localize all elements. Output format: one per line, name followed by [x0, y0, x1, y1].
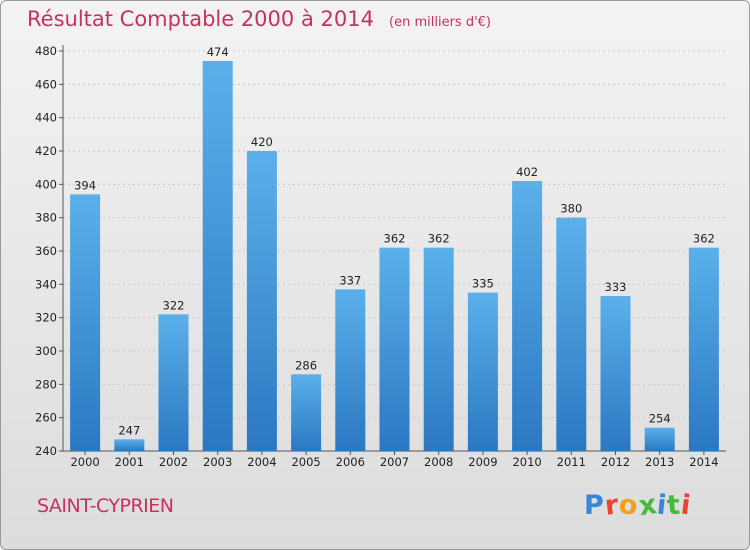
data-label: 337: [339, 273, 361, 287]
data-label: 362: [428, 232, 450, 246]
bar-layer: [70, 61, 719, 452]
bar: [114, 439, 145, 451]
y-tick-label: 320: [35, 311, 57, 325]
bar: [467, 292, 498, 451]
brand-logo: Proxiti: [584, 489, 694, 522]
data-label: 322: [163, 298, 185, 312]
data-label: 247: [118, 423, 140, 437]
x-tick-label: 2011: [557, 455, 586, 469]
y-tick-label: 460: [35, 77, 57, 91]
bar: [600, 296, 631, 451]
y-tick-label: 400: [35, 177, 57, 191]
brand-letter: P: [584, 490, 605, 521]
data-label: 394: [74, 178, 96, 192]
x-tick-label: 2007: [380, 455, 409, 469]
title-line: Résultat Comptable 2000 à 2014 (en milli…: [27, 7, 491, 31]
y-tick-label: 280: [35, 377, 57, 391]
y-tick-label: 380: [35, 211, 57, 225]
x-tick-label: 2000: [70, 455, 99, 469]
brand-letter: i: [679, 489, 694, 522]
x-tick-label: 2008: [424, 455, 453, 469]
x-tick-label: 2002: [159, 455, 188, 469]
bar: [70, 194, 101, 452]
chart-subtitle: (en milliers d'€): [389, 15, 491, 30]
y-tick-label: 300: [35, 344, 57, 358]
x-tick-label: 2004: [247, 455, 276, 469]
bar: [291, 374, 322, 451]
data-label: 333: [605, 280, 627, 294]
y-tick-label: 360: [35, 244, 57, 258]
bar: [335, 289, 366, 451]
bar: [379, 247, 410, 451]
data-label: 402: [516, 165, 538, 179]
x-tick-label: 2010: [512, 455, 541, 469]
x-tick-label: 2005: [291, 455, 320, 469]
x-tick-label: 2003: [203, 455, 232, 469]
y-tick-label: 260: [35, 411, 57, 425]
bar: [158, 314, 189, 451]
y-tick-label: 340: [35, 277, 57, 291]
x-tick-label: 2013: [645, 455, 674, 469]
bar: [556, 217, 587, 451]
data-label: 335: [472, 277, 494, 291]
data-label: 474: [207, 45, 229, 59]
bar: [202, 61, 233, 451]
chart-title: Résultat Comptable 2000 à 2014: [27, 7, 374, 31]
bar: [423, 247, 454, 451]
x-tick-label: 2012: [601, 455, 630, 469]
y-tick-label: 420: [35, 144, 57, 158]
data-label: 254: [649, 412, 671, 426]
x-tick-label: 2009: [468, 455, 497, 469]
bar: [512, 181, 543, 451]
commune-name: SAINT-CYPRIEN: [37, 495, 174, 517]
x-tick-label: 2014: [689, 455, 718, 469]
y-tick-label: 440: [35, 111, 57, 125]
data-label: 362: [384, 232, 406, 246]
bar: [688, 247, 719, 451]
x-tick-label: 2006: [336, 455, 365, 469]
y-tick-label: 480: [35, 44, 57, 58]
data-label: 286: [295, 358, 317, 372]
data-label: 380: [560, 202, 582, 216]
data-label: 420: [251, 135, 273, 149]
x-tick-label: 2001: [115, 455, 144, 469]
bar: [644, 427, 675, 451]
bar: [246, 151, 277, 451]
data-label: 362: [693, 232, 715, 246]
label-layer: 240 260 280 300 320 340 360 380 400 420 440 460 480 3…: [35, 44, 718, 469]
y-tick-label: 240: [35, 444, 57, 458]
